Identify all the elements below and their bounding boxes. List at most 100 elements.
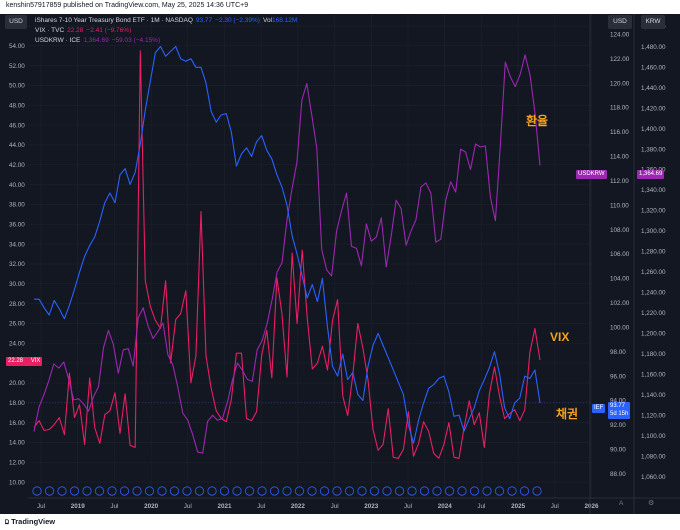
event-marker-icon[interactable]: [169, 486, 180, 496]
right-tick-16: 1,180.00: [641, 351, 666, 358]
chart-svg[interactable]: 56.0054.0052.0050.0048.0046.0044.0042.00…: [0, 14, 680, 514]
grid-lines: [28, 14, 592, 498]
ief-label-tag: IEF: [592, 404, 606, 413]
legend-usdkrw-name: USDKRW · ICE: [35, 37, 81, 44]
event-marker-icon[interactable]: [419, 486, 430, 496]
event-marker-icon[interactable]: [244, 486, 255, 496]
event-marker-icon[interactable]: [257, 486, 267, 496]
legend-ief-vol: 168.12M: [272, 17, 298, 24]
left-vix-price: 22.28: [8, 358, 24, 364]
event-marker-icon[interactable]: [357, 486, 367, 496]
time-tick-6: Jul: [257, 503, 265, 510]
time-tick-10: Jul: [404, 503, 412, 510]
event-marker-icon[interactable]: [444, 486, 455, 496]
event-marker-icon[interactable]: [69, 486, 80, 496]
event-marker-icon[interactable]: [157, 486, 167, 496]
event-marker-icon[interactable]: [457, 486, 467, 496]
mid-tick-8: 108.00: [610, 227, 630, 234]
legend-ief-name: iShares 7-10 Year Treasury Bond ETF · 1M…: [35, 17, 193, 24]
event-marker-icon[interactable]: [182, 486, 192, 496]
event-marker-icon[interactable]: [394, 486, 405, 496]
right-axis-ticks: 1,500.001,480.001,460.001,440.001,420.00…: [641, 23, 666, 480]
time-tick-11: 2024: [438, 503, 453, 510]
right-tick-13: 1,240.00: [641, 290, 666, 297]
legend-usdkrw[interactable]: USDKRW · ICE 1,364.69 −59.03 (−4.15%): [35, 37, 160, 44]
earnings-event-markers[interactable]: [32, 486, 542, 496]
event-marker-icon[interactable]: [294, 486, 305, 496]
left-tick-11: 34.00: [9, 241, 25, 248]
event-marker-icon[interactable]: [519, 486, 530, 496]
mid-tick-7: 110.00: [610, 202, 629, 209]
event-marker-icon[interactable]: [507, 486, 517, 496]
event-marker-icon[interactable]: [207, 486, 217, 496]
right-axis-currency-button[interactable]: KRW: [641, 15, 665, 29]
event-marker-icon[interactable]: [344, 486, 355, 496]
series-line-vix[interactable]: [33, 50, 541, 459]
mid-tick-2: 120.00: [610, 80, 630, 87]
event-marker-icon[interactable]: [494, 486, 505, 496]
right-tick-19: 1,120.00: [641, 412, 666, 419]
event-marker-icon[interactable]: [382, 486, 392, 496]
footer-bar: ⫒ TradingView: [0, 514, 680, 530]
event-marker-icon[interactable]: [282, 486, 292, 496]
publisher-text: kenshin57917859 published on TradingView…: [6, 2, 249, 9]
time-tick-4: Jul: [184, 503, 192, 510]
mid-tick-15: 94.00: [610, 398, 626, 405]
right-tick-14: 1,220.00: [641, 310, 666, 317]
mid-axis-currency-button[interactable]: USD: [608, 15, 632, 29]
event-marker-icon[interactable]: [319, 486, 330, 496]
event-marker-icon[interactable]: [482, 486, 492, 496]
left-tick-2: 52.00: [9, 63, 25, 70]
tradingview-logo[interactable]: ⫒ TradingView: [5, 517, 55, 527]
right-tick-2: 1,460.00: [641, 64, 666, 71]
event-marker-icon[interactable]: [144, 486, 155, 496]
tradingview-logo-icon: ⫒: [5, 519, 10, 526]
legend-vix[interactable]: VIX · TVC 22.28 −2.41 (−9.76%): [35, 27, 131, 34]
event-marker-icon[interactable]: [407, 486, 417, 496]
series-line-usdkrw[interactable]: [33, 54, 541, 454]
event-marker-icon[interactable]: [94, 486, 105, 496]
event-marker-icon[interactable]: [57, 486, 67, 496]
settings-gear-icon[interactable]: ⚙: [648, 500, 655, 507]
event-marker-icon[interactable]: [307, 486, 317, 496]
right-tick-10: 1,300.00: [641, 228, 666, 235]
left-tick-8: 40.00: [9, 182, 25, 189]
event-marker-icon[interactable]: [432, 486, 442, 496]
annotation-bond: 채권: [556, 407, 579, 421]
event-marker-icon[interactable]: [32, 486, 42, 496]
event-marker-icon[interactable]: [107, 486, 117, 496]
legend-usdkrw-change: −59.03 (−4.15%): [111, 37, 161, 44]
event-marker-icon[interactable]: [269, 486, 280, 496]
event-marker-icon[interactable]: [82, 486, 92, 496]
left-tick-15: 26.00: [9, 321, 25, 328]
event-marker-icon[interactable]: [332, 486, 342, 496]
series-line-ief[interactable]: [34, 45, 541, 444]
mid-axis-ticks: 124.00 122.00 120.00 118.00 116.00 114.00 112.…: [610, 32, 630, 478]
right-tick-22: 1,060.00: [641, 474, 666, 481]
left-tick-14: 28.00: [9, 301, 25, 308]
event-marker-icon[interactable]: [132, 486, 142, 496]
left-tick-5: 46.00: [9, 122, 25, 129]
mid-tick-0: 124.00: [610, 32, 630, 39]
right-tick-15: 1,200.00: [641, 331, 666, 338]
event-marker-icon[interactable]: [44, 486, 55, 496]
event-marker-icon[interactable]: [194, 486, 205, 496]
mid-tick-1: 122.00: [610, 56, 630, 63]
left-tick-18: 20.00: [9, 380, 25, 387]
time-tick-1: 2019: [71, 503, 86, 510]
event-marker-icon[interactable]: [219, 486, 230, 496]
event-marker-icon[interactable]: [119, 486, 130, 496]
auto-scale-button[interactable]: A: [619, 500, 624, 507]
ief-price-time: 5d 15h: [610, 411, 629, 417]
right-tick-20: 1,100.00: [641, 433, 666, 440]
legend-vix-value: 22.28: [67, 27, 84, 34]
legend-ief[interactable]: iShares 7-10 Year Treasury Bond ETF · 1M…: [35, 17, 297, 24]
legend-ief-value: 93.77: [195, 17, 213, 24]
left-axis-currency-button[interactable]: USD: [5, 15, 27, 29]
mid-tick-9: 106.00: [610, 251, 630, 258]
mid-tick-12: 100.00: [610, 324, 630, 331]
event-marker-icon[interactable]: [469, 486, 480, 496]
event-marker-icon[interactable]: [232, 486, 242, 496]
event-marker-icon[interactable]: [369, 486, 380, 496]
event-marker-icon[interactable]: [532, 486, 542, 496]
